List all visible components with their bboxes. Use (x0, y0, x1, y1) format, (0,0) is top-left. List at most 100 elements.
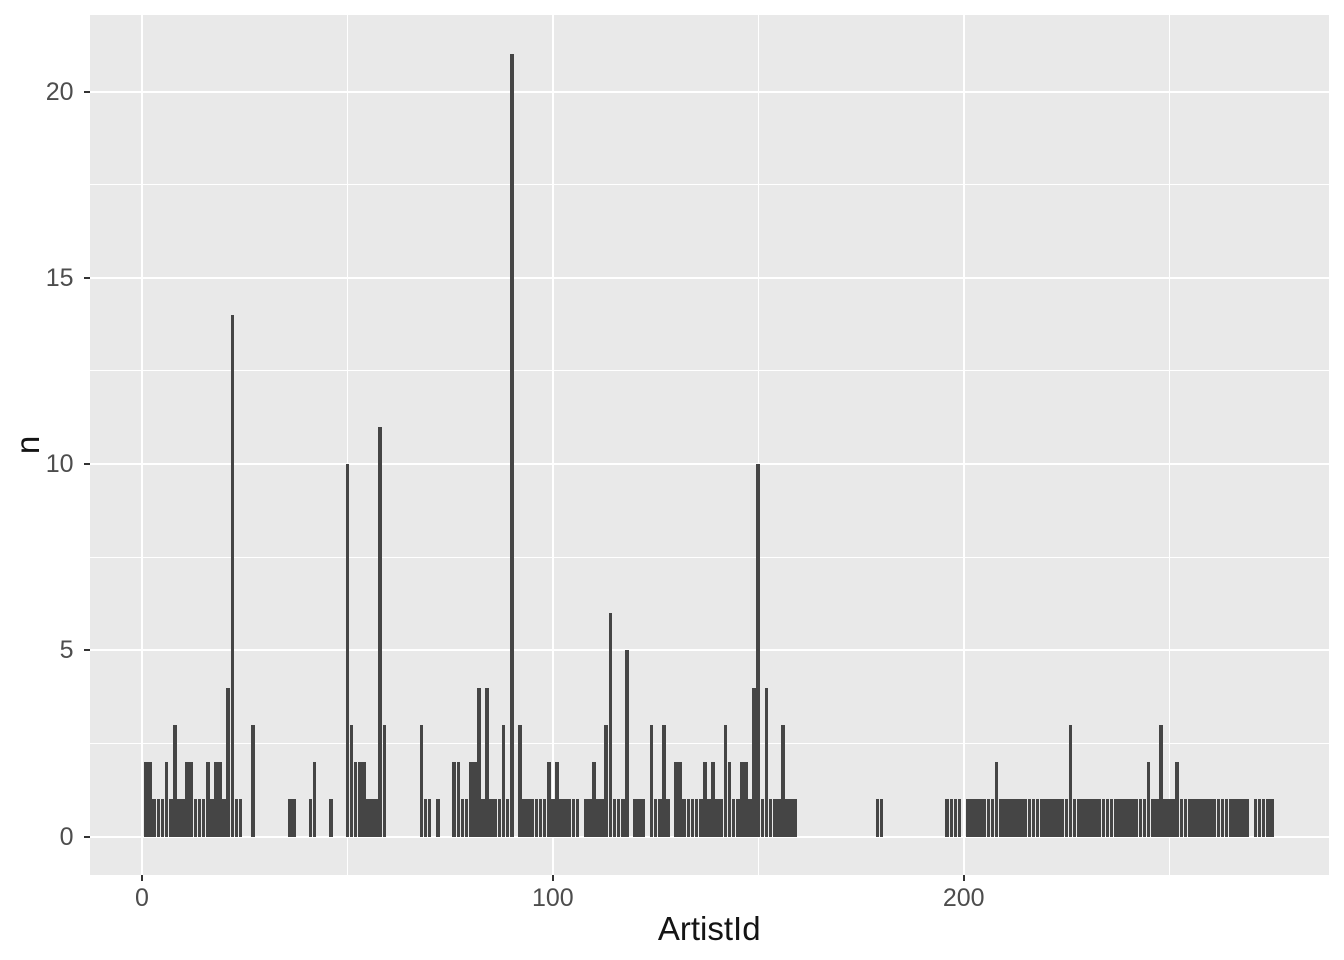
y-tick-label: 10 (45, 450, 74, 478)
y-major-gridline (89, 463, 1329, 465)
bar-artist-36 (288, 799, 292, 837)
bar-artist-203 (974, 799, 978, 837)
bar-artist-111 (596, 799, 600, 837)
bar-artist-82 (477, 687, 481, 837)
bar-artist-127 (661, 724, 666, 837)
bar-artist-18 (214, 762, 218, 837)
bar-artist-159 (793, 799, 798, 837)
bar-artist-12 (189, 762, 194, 837)
bar-artist-257 (1196, 799, 1200, 837)
bar-artist-246 (1150, 799, 1155, 837)
bar-artist-56 (370, 799, 374, 837)
bar-artist-88 (501, 724, 506, 837)
bar-artist-236 (1109, 799, 1114, 837)
bar-artist-228 (1076, 799, 1081, 837)
bar-artist-141 (719, 799, 724, 837)
bar-artist-223 (1056, 799, 1061, 837)
bar-artist-149 (752, 687, 756, 837)
bar-artist-218 (1035, 799, 1040, 837)
bar-artist-206 (986, 799, 991, 837)
bar-artist-205 (982, 799, 987, 837)
bar-artist-201 (965, 799, 970, 837)
y-tick-mark (83, 835, 90, 838)
bar-artist-110 (592, 762, 596, 837)
bar-artist-105 (571, 799, 576, 837)
y-major-gridline (89, 90, 1329, 93)
bar-artist-152 (764, 687, 769, 837)
bar-artist-41 (308, 799, 313, 837)
bar-artist-81 (472, 762, 477, 837)
bar-artist-224 (1060, 799, 1065, 837)
bar-artist-8 (173, 724, 177, 837)
y-minor-gridline (89, 184, 1329, 186)
bar-artist-180 (879, 799, 884, 837)
bar-artist-53 (357, 762, 362, 837)
bar-artist-72 (435, 799, 440, 837)
bar-artist-5 (160, 799, 165, 837)
bar-artist-210 (1002, 799, 1007, 837)
bar-artist-125 (653, 799, 658, 837)
bar-artist-238 (1117, 799, 1122, 837)
bar-artist-251 (1171, 799, 1176, 837)
bar-artist-132 (682, 799, 687, 837)
bar-artist-249 (1163, 799, 1167, 837)
bar-artist-104 (567, 799, 572, 837)
bar-artist-114 (608, 613, 613, 837)
bar-artist-275 (1269, 799, 1274, 837)
bar-artist-268 (1241, 799, 1245, 837)
bar-artist-59 (382, 724, 387, 837)
bar-artist-128 (666, 799, 670, 837)
bar-artist-89 (505, 799, 510, 837)
bar-artist-10 (181, 799, 185, 837)
bar-artist-259 (1204, 799, 1208, 837)
bar-artist-142 (723, 724, 728, 837)
bar-artist-179 (875, 799, 880, 837)
bar-artist-112 (600, 799, 604, 837)
bar-artist-113 (604, 724, 609, 837)
bar-artist-11 (185, 762, 190, 837)
bar-artist-51 (349, 724, 354, 837)
bar-artist-23 (234, 799, 239, 837)
x-tick-mark (141, 875, 143, 881)
bar-artist-216 (1027, 799, 1032, 837)
bar-artist-244 (1142, 799, 1147, 837)
bar-artist-143 (727, 762, 732, 837)
bar-artist-239 (1122, 799, 1126, 837)
bar-artist-3 (152, 799, 157, 837)
bar-artist-254 (1183, 799, 1188, 837)
bar-artist-147 (744, 762, 748, 837)
bar-artist-215 (1023, 799, 1028, 837)
y-major-gridline (89, 276, 1329, 279)
bar-artist-155 (776, 799, 781, 837)
y-tick-mark (83, 463, 90, 465)
bar-artist-214 (1019, 799, 1024, 837)
bar-artist-54 (362, 762, 366, 837)
bar-artist-22 (230, 315, 235, 837)
bar-artist-158 (789, 799, 793, 837)
bar-artist-14 (197, 799, 202, 837)
bar-artist-211 (1007, 799, 1011, 837)
bar-artist-148 (748, 799, 752, 837)
bar-artist-227 (1072, 799, 1077, 837)
y-minor-gridline (89, 556, 1329, 558)
bar-artist-248 (1159, 724, 1163, 837)
bar-artist-156 (781, 724, 785, 837)
bar-artist-27 (251, 724, 255, 837)
x-major-gridline (551, 15, 554, 875)
bar-artist-250 (1167, 799, 1171, 837)
bar-artist-24 (238, 799, 243, 837)
bar-artist-76 (452, 762, 457, 837)
bar-artist-146 (739, 762, 744, 837)
bar-artist-55 (366, 799, 370, 837)
x-tick-mark (551, 875, 554, 881)
bar-artist-243 (1138, 799, 1143, 837)
bar-artist-122 (641, 799, 646, 837)
plot-panel (89, 15, 1329, 875)
bar-artist-196 (945, 799, 950, 837)
bar-artist-225 (1064, 799, 1069, 837)
y-minor-gridline (89, 370, 1329, 372)
bar-artist-93 (522, 799, 526, 837)
x-major-gridline (962, 15, 965, 875)
y-tick-mark (83, 649, 90, 652)
